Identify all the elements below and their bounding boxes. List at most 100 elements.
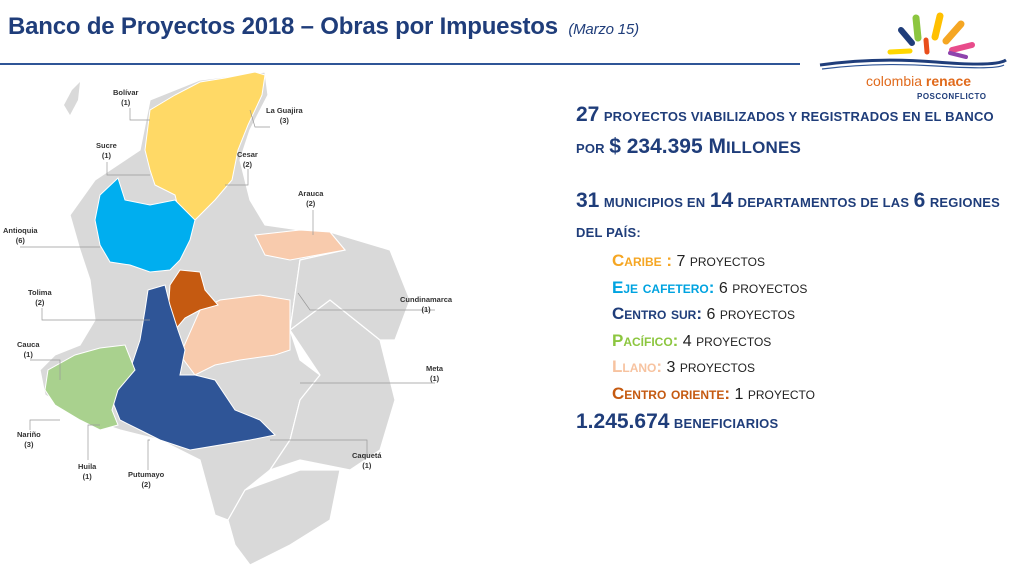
- region-count: 4: [682, 332, 692, 350]
- label-name: Putumayo: [128, 470, 165, 479]
- map-label-meta: Meta (1): [426, 364, 443, 384]
- label-count: (1): [23, 350, 33, 359]
- label-name: Nariño: [17, 430, 41, 439]
- label-count: (1): [429, 374, 440, 383]
- label-count: (1): [101, 151, 112, 160]
- map-label-arauca: Arauca (2): [298, 189, 323, 209]
- region-item: Pacífico: 4 proyectos: [612, 328, 1006, 355]
- departamentos-text: departamentos de las: [737, 195, 910, 210]
- region-arauca-area: [254, 229, 346, 261]
- region-unit: proyectos: [719, 304, 795, 323]
- label-name: Antioquia: [3, 226, 38, 235]
- title-divider: [0, 63, 800, 65]
- region-pacifico-area: [44, 344, 136, 431]
- label-name: Huila: [78, 462, 97, 471]
- slide-title: Banco de Proyectos 2018 – Obras por Impu…: [8, 13, 639, 41]
- label-count: (3): [279, 116, 289, 125]
- label-name: Arauca: [298, 189, 324, 198]
- region-unit: proyectos: [689, 251, 765, 270]
- label-count: (2): [141, 480, 151, 489]
- amount-value: $ 234.395 Millones: [609, 135, 801, 158]
- label-name: Cundinamarca: [400, 295, 453, 304]
- label-name: Meta: [426, 364, 444, 373]
- map-label-bolivar: Bolívar (1): [113, 88, 138, 108]
- regions-text: regiones del país:: [576, 195, 1001, 240]
- label-count: (1): [421, 305, 431, 314]
- logo-tagline: POSCONFLICTO: [917, 92, 987, 101]
- logo-word-colombia: colombia: [866, 73, 926, 89]
- region-name: Centro sur:: [612, 304, 702, 323]
- region-name: Llano:: [612, 357, 663, 376]
- colombia-renace-logo: [819, 12, 1007, 70]
- region-name: Eje cafetero:: [612, 277, 715, 297]
- label-count: (6): [15, 236, 25, 245]
- region-eje-cafetero-area: [94, 177, 196, 273]
- region-count: 6: [718, 279, 728, 297]
- region-count: 3: [666, 359, 676, 376]
- region-item: Centro oriente: 1 proyecto: [612, 381, 1006, 408]
- region-name: Pacífico:: [612, 330, 679, 350]
- departamentos-count: 14: [709, 189, 734, 212]
- region-unit: proyecto: [747, 383, 815, 403]
- map-label-cundinamarca: Cundinamarca (1): [400, 295, 452, 315]
- map-label-tolima: Tolima (2): [28, 288, 52, 308]
- label-name: Cesar: [237, 150, 258, 159]
- logo-word-renace: renace: [925, 73, 972, 89]
- label-count: (1): [82, 472, 92, 481]
- regions-count: 6: [913, 189, 926, 212]
- map-san-andres: [64, 82, 80, 115]
- summary-panel: 27 proyectos viabilizados y registrados …: [576, 100, 1006, 439]
- region-name: Centro oriente:: [612, 383, 730, 403]
- beneficiaries-text: beneficiarios: [673, 416, 779, 431]
- region-item: Caribe : 7 proyectos: [612, 248, 1006, 275]
- label-name: Sucre: [96, 141, 117, 150]
- label-name: Bolívar: [113, 88, 139, 97]
- region-count: 7: [676, 253, 686, 270]
- title-main: Banco de Proyectos 2018 – Obras por Impu…: [8, 13, 558, 40]
- label-count: (2): [306, 199, 316, 208]
- amount-suffix: illones: [726, 138, 802, 157]
- label-name: Tolima: [28, 288, 52, 297]
- amount-main: $ 234.395 M: [609, 135, 726, 158]
- projects-text: proyectos viabilizados y registrados en …: [576, 109, 994, 156]
- municipios-count: 31: [576, 189, 600, 212]
- map-leader-lines: [20, 108, 435, 470]
- label-count: (1): [121, 98, 131, 107]
- map-label-cauca: Cauca (1): [17, 340, 40, 360]
- region-item: Centro sur: 6 proyectos: [612, 301, 1006, 328]
- region-item: Llano: 3 proyectos: [612, 354, 1006, 381]
- map-label-la-guajira: La Guajira (3): [266, 106, 303, 126]
- region-count: 6: [706, 306, 716, 323]
- map-label-huila: Huila (1): [78, 462, 96, 482]
- beneficiaries-count: 1.245.674: [576, 410, 670, 433]
- region-name: Caribe :: [612, 251, 672, 270]
- label-count: (3): [24, 440, 34, 449]
- logo-wordmark: colombia renace: [866, 73, 971, 89]
- region-caribe-area: [144, 71, 266, 221]
- region-unit: proyectos: [679, 357, 755, 376]
- municipios-summary: 31 municipios en 14 departamentos de las…: [576, 186, 1006, 248]
- region-count: 1: [734, 385, 744, 403]
- map-label-putumayo: Putumayo (2): [128, 470, 164, 490]
- map-base-vichada: [289, 230, 411, 341]
- map-base-amazonas: [227, 469, 341, 566]
- region-item: Eje cafetero: 6 proyectos: [612, 275, 1006, 302]
- map-label-caqueta: Caquetá (1): [352, 451, 382, 471]
- label-name: Cauca: [17, 340, 40, 349]
- map-label-antioquia: Antioquia (6): [3, 226, 38, 246]
- map-label-sucre: Sucre (1): [96, 141, 117, 161]
- colombia-map: [20, 71, 435, 566]
- label-count: (2): [242, 160, 253, 169]
- label-name: Caquetá: [352, 451, 382, 460]
- label-name: La Guajira: [266, 106, 303, 115]
- map-label-cesar: Cesar (2): [237, 150, 258, 170]
- beneficiaries-summary: 1.245.674 beneficiarios: [576, 407, 1006, 439]
- region-meta-area: [179, 294, 291, 376]
- label-count: (2): [35, 298, 45, 307]
- region-unit: proyectos: [732, 277, 808, 297]
- label-count: (1): [362, 461, 372, 470]
- map-label-narino: Nariño (3): [17, 430, 41, 450]
- region-unit: proyectos: [696, 330, 772, 350]
- municipios-text: municipios en: [603, 195, 706, 210]
- title-date: (Marzo 15): [568, 21, 639, 38]
